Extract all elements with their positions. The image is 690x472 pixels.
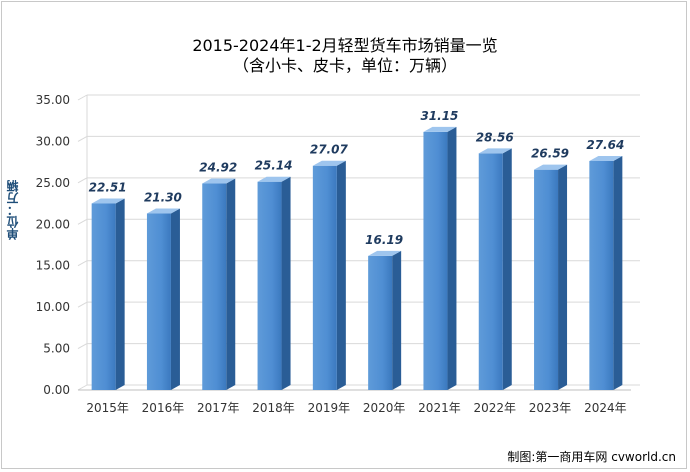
- x-tick-label: 2021年: [418, 401, 461, 415]
- x-tick-label: 2015年: [86, 401, 129, 415]
- y-tick-label: 10.00: [36, 300, 70, 314]
- grid-diagonal: [77, 343, 88, 350]
- data-label: 24.92: [199, 161, 237, 175]
- grid-diagonal: [77, 135, 88, 142]
- bar-top: [534, 164, 568, 170]
- x-tick-label: 2023年: [529, 401, 572, 415]
- bar-top: [202, 178, 236, 184]
- bar-side: [447, 126, 457, 391]
- bar-top: [146, 208, 180, 214]
- y-tick-label: 0.00: [43, 383, 70, 397]
- data-label: 21.30: [144, 191, 182, 205]
- data-label: 27.64: [586, 138, 624, 152]
- data-label: 26.59: [531, 147, 569, 161]
- chart-title: 2015-2024年1-2月轻型货车市场销量一览: [192, 36, 498, 55]
- x-tick-label: 2016年: [142, 401, 185, 415]
- grid-diagonal: [77, 260, 88, 267]
- bar: [534, 164, 568, 390]
- data-label: 16.19: [365, 233, 403, 247]
- bar-front: [534, 169, 559, 390]
- bar: [202, 178, 236, 390]
- credit-text: 制图:第一商用车网 cvworld.cn: [507, 450, 676, 464]
- bar: [589, 155, 623, 390]
- y-tick-label: 35.00: [36, 93, 70, 107]
- bar-side: [392, 250, 402, 390]
- bar-top: [91, 198, 125, 204]
- bar: [257, 176, 291, 390]
- bar-front: [91, 203, 116, 390]
- bar-side: [281, 176, 291, 390]
- bars-layer: [91, 126, 623, 391]
- bar: [91, 198, 125, 390]
- bar-top: [312, 160, 346, 166]
- y-tick-label: 25.00: [36, 176, 70, 190]
- bar-top: [368, 250, 402, 256]
- bar-side: [170, 208, 180, 390]
- bar-side: [226, 178, 236, 390]
- bar-front: [368, 255, 393, 390]
- grid-diagonal: [77, 177, 88, 184]
- grid-diagonal: [77, 384, 88, 391]
- grid-diagonal: [77, 94, 88, 101]
- bar: [368, 250, 402, 390]
- bar-front: [146, 213, 171, 390]
- bar-side: [502, 148, 512, 390]
- bar: [423, 126, 457, 391]
- x-tick-label: 2019年: [308, 401, 351, 415]
- bar: [146, 208, 180, 390]
- x-tick-label: 2022年: [473, 401, 516, 415]
- bar-side: [613, 155, 623, 390]
- bar-side: [558, 164, 568, 390]
- y-tick-label: 15.00: [36, 259, 70, 273]
- data-label: 27.07: [310, 143, 349, 157]
- data-label: 28.56: [476, 130, 514, 144]
- x-tick-label: 2017年: [197, 401, 240, 415]
- data-label: 31.15: [420, 109, 458, 123]
- bar-side: [336, 160, 346, 390]
- bar-top: [589, 155, 623, 161]
- bar-front: [202, 183, 227, 390]
- bar: [478, 148, 512, 390]
- bar-top: [257, 176, 291, 182]
- x-tick-label: 2024年: [584, 401, 627, 415]
- x-tick-label: 2020年: [363, 401, 406, 415]
- bar-front: [589, 160, 614, 390]
- bar-front: [257, 181, 282, 390]
- data-label: 22.51: [89, 180, 127, 194]
- data-label: 25.14: [255, 159, 293, 173]
- bar-front: [423, 131, 448, 390]
- chart-subtitle: （含小卡、皮卡，单位：万辆）: [232, 56, 457, 75]
- bar-front: [478, 153, 503, 390]
- bar: [312, 160, 346, 390]
- labels-layer: 0.00 5.00 10.00 15.00 20.00 25.00 30.00 35.00 22…: [36, 93, 627, 415]
- y-tick-label: 30.00: [36, 134, 70, 148]
- bar-top: [478, 148, 512, 154]
- grid-diagonal: [77, 301, 88, 308]
- bar-front: [312, 165, 337, 390]
- grid-diagonal: [77, 218, 88, 225]
- bar-side: [115, 198, 125, 390]
- x-tick-label: 2018年: [252, 401, 295, 415]
- y-tick-label: 20.00: [36, 217, 70, 231]
- y-tick-label: 5.00: [43, 342, 70, 356]
- bar-top: [423, 126, 457, 132]
